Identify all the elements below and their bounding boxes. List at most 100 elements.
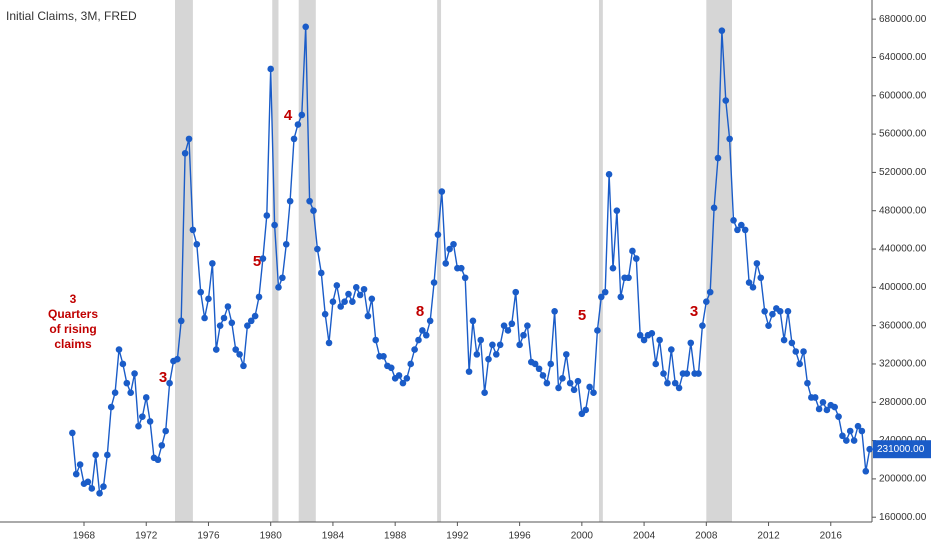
x-tick-label: 1996 — [508, 531, 531, 542]
data-point — [403, 375, 411, 382]
data-point — [438, 188, 446, 195]
data-point — [380, 353, 387, 360]
data-point — [539, 372, 547, 379]
data-point — [730, 216, 737, 224]
data-point — [792, 348, 800, 355]
recession-band — [272, 0, 279, 522]
data-point — [703, 298, 710, 306]
data-point — [422, 331, 430, 339]
data-point — [559, 375, 566, 382]
data-point — [718, 27, 726, 34]
data-point — [364, 312, 372, 320]
data-point — [710, 204, 718, 212]
data-point — [294, 121, 302, 128]
data-point — [399, 379, 407, 387]
data-point — [372, 336, 380, 344]
annotation-line: 3 — [159, 369, 167, 386]
data-point — [858, 427, 866, 435]
y-tick-label: 680000.00 — [879, 14, 927, 25]
annotation-line: 3 — [70, 292, 77, 306]
y-tick-label: 640000.00 — [879, 52, 927, 63]
data-point — [835, 413, 842, 420]
data-point — [574, 377, 582, 385]
data-point — [88, 485, 96, 492]
data-point — [96, 489, 103, 497]
data-point — [823, 406, 831, 414]
data-point — [636, 331, 644, 339]
data-point — [504, 327, 512, 334]
data-point — [263, 212, 271, 219]
data-point — [100, 483, 107, 490]
recession-band — [598, 0, 603, 522]
data-point — [617, 293, 625, 301]
data-point — [290, 135, 298, 143]
data-point — [562, 351, 570, 358]
data-point — [831, 403, 838, 411]
data-point — [275, 284, 282, 291]
data-point — [142, 394, 150, 401]
annotation: 3 — [159, 369, 167, 386]
data-point — [800, 348, 807, 355]
annotation: 5 — [253, 253, 261, 270]
data-point — [601, 288, 609, 296]
data-point — [317, 269, 325, 277]
data-point — [352, 284, 360, 291]
annotation-line: Quarters — [48, 307, 98, 321]
data-point — [570, 386, 578, 394]
data-point — [656, 336, 663, 344]
data-point — [555, 384, 562, 392]
data-point — [788, 339, 796, 347]
data-point — [866, 445, 873, 453]
data-point — [815, 405, 823, 413]
data-point — [597, 293, 605, 301]
data-point — [349, 298, 356, 306]
last-value-label: 231000.00 — [877, 444, 925, 455]
data-point — [457, 264, 465, 272]
data-point — [605, 171, 613, 178]
data-point — [671, 379, 679, 387]
data-point — [415, 336, 422, 344]
recession-band — [175, 0, 193, 522]
y-tick-label: 320000.00 — [879, 359, 927, 370]
annotation-line: claims — [54, 337, 92, 351]
data-point — [461, 274, 469, 282]
y-tick-label: 600000.00 — [879, 90, 927, 101]
data-point — [780, 336, 788, 344]
data-point — [796, 360, 803, 368]
annotation-line: 8 — [416, 303, 424, 320]
data-point — [745, 279, 753, 286]
data-point — [776, 307, 784, 315]
data-point — [298, 111, 306, 119]
data-point — [582, 406, 590, 414]
data-point — [512, 288, 520, 296]
x-tick-label: 2004 — [633, 531, 656, 542]
data-point — [236, 351, 243, 358]
data-point — [629, 247, 636, 255]
data-point — [251, 312, 259, 320]
data-point — [551, 307, 558, 315]
x-tick-label: 1980 — [260, 531, 283, 542]
data-point — [267, 65, 275, 73]
data-point — [255, 293, 263, 301]
x-tick-label: 2000 — [571, 531, 594, 542]
data-point — [687, 339, 695, 347]
x-tick-label: 1976 — [197, 531, 220, 542]
data-point — [652, 360, 660, 368]
data-point — [139, 413, 146, 420]
recession-band — [437, 0, 442, 522]
data-point — [216, 322, 224, 329]
data-point — [111, 389, 119, 396]
data-point — [360, 285, 368, 293]
annotation-line: of rising — [49, 322, 96, 336]
x-tick-label: 1988 — [384, 531, 407, 542]
data-point — [516, 341, 523, 349]
data-point — [146, 418, 154, 425]
data-point — [434, 231, 442, 238]
data-point — [197, 288, 204, 296]
data-point — [465, 368, 473, 375]
y-tick-label: 200000.00 — [879, 474, 927, 485]
data-point — [543, 379, 551, 387]
data-point — [286, 197, 294, 205]
data-point — [244, 322, 251, 329]
